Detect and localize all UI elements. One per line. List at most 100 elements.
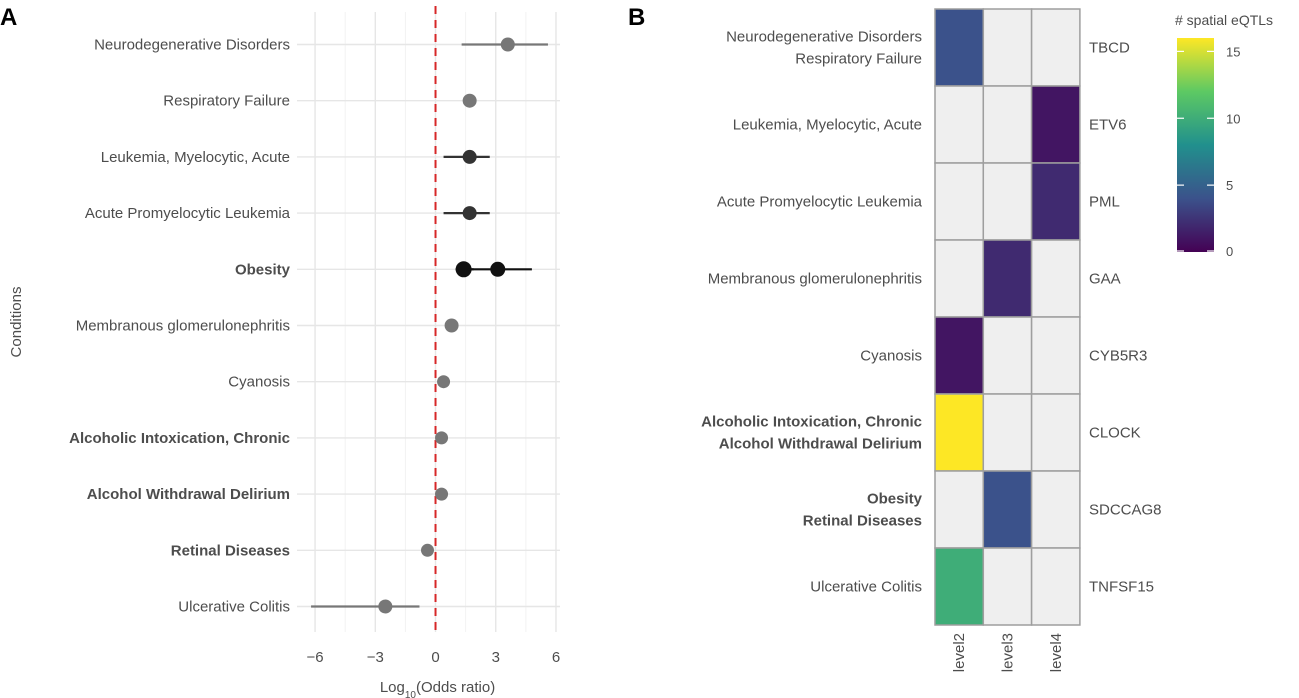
heatmap-cell-pml-level2 [934,162,985,241]
heatmap-cell-tnfsf15-level3 [982,547,1033,626]
heatmap-cell-clock-level2 [934,393,985,472]
heatmap-gene-label-gaa: GAA [1089,271,1121,288]
heatmap-cell-tbcd-level4 [1030,8,1081,87]
forest-condition-labels: Neurodegenerative Disorders Respiratory F… [69,37,291,616]
legend-colorbar [1177,38,1214,252]
heatmap-cell-tbcd-level3 [982,8,1033,87]
heatmap-cell-etv6-level4 [1030,85,1081,164]
forest-x-tick-label: −6 [307,649,324,666]
heatmap-cell-clock-level4 [1030,393,1081,472]
heatmap-condition-label-leukemia-myelocytic-acute: Leukemia, Myelocytic, Acute [733,117,922,134]
heatmap-gene-label-tbcd: TBCD [1089,40,1130,57]
forest-condition-label-leukemia-myelocytic-acute: Leukemia, Myelocytic, Acute [101,149,290,166]
forest-point-acute-promyelocytic-leukemia [462,206,477,221]
forest-x-tick-label: 6 [552,649,560,666]
heatmap-cells [934,8,1081,626]
heatmap-cell-tnfsf15-level4 [1030,547,1081,626]
forest-point-retinal-diseases [420,543,434,557]
forest-condition-label-neurodegenerative-disorders: Neurodegenerative Disorders [94,37,290,54]
forest-condition-label-obesity: Obesity [235,261,291,278]
forest-gridlines [297,12,560,632]
heatmap-cell-tbcd-level2 [934,8,985,87]
heatmap-column-label-level2: level2 [951,633,968,672]
heatmap-condition-label-ulcerative-colitis: Ulcerative Colitis [810,579,922,596]
heatmap-cell-pml-level3 [982,162,1033,241]
heatmap-cell-pml-level4 [1030,162,1081,241]
legend-tick-label: 10 [1226,111,1240,126]
forest-x-axis-title-rest: (Odds ratio) [416,679,495,696]
heatmap-gene-label-cyb5r3: CYB5R3 [1089,348,1147,365]
heatmap-condition-label-obesity: Obesity [867,491,923,508]
panel-label-b: B [628,4,645,31]
forest-point-alcoholic-intoxication-chronic [435,431,449,445]
heatmap-cell-gaa-level2 [934,239,985,318]
heatmap-cell-cyb5r3-level4 [1030,316,1081,395]
forest-condition-label-ulcerative-colitis: Ulcerative Colitis [178,599,290,616]
heatmap-condition-label-alcohol-withdrawal-delirium: Alcohol Withdrawal Delirium [719,436,922,453]
forest-point-alcohol-withdrawal-delirium [435,487,449,501]
heatmap-condition-label-alcoholic-intoxication-chronic: Alcoholic Intoxication, Chronic [701,414,922,431]
heatmap-gene-labels: TBCD ETV6 PML GAA CYB5R3 CLOCK SDCCAG8 TNFSF15 [1089,40,1162,596]
forest-x-axis-title: Log10(Odds ratio) [380,679,495,698]
heatmap-column-label-level3: level3 [999,633,1016,672]
forest-x-axis-title-sub: 10 [405,690,417,698]
heatmap-gene-label-pml: PML [1089,194,1120,211]
forest-x-tick-label: 0 [431,649,439,666]
forest-condition-label-respiratory-failure: Respiratory Failure [163,93,290,110]
forest-x-axis-title-base: Log [380,679,405,696]
forest-condition-label-alcohol-withdrawal-delirium: Alcohol Withdrawal Delirium [87,486,290,503]
forest-plot: Neurodegenerative Disorders Respiratory F… [8,6,560,698]
heatmap-condition-labels: Neurodegenerative Disorders Respiratory F… [701,29,923,596]
heatmap-cell-sdccag8-level3 [982,470,1033,549]
heatmap-condition-label-respiratory-failure: Respiratory Failure [795,51,922,68]
heatmap-gene-label-sdccag8: SDCCAG8 [1089,502,1162,519]
heatmap: Neurodegenerative Disorders Respiratory F… [701,8,1162,672]
heatmap-cell-etv6-level3 [982,85,1033,164]
heatmap-column-labels: level2 level3 level4 [951,633,1065,672]
forest-point-respiratory-failure [462,93,477,108]
forest-point-cyanosis [437,375,451,389]
forest-x-tick-label: −3 [367,649,384,666]
panel-label-a: A [0,4,17,31]
heatmap-condition-label-retinal-diseases: Retinal Diseases [803,513,922,530]
heatmap-cell-cyb5r3-level3 [982,316,1033,395]
heatmap-condition-label-acute-promyelocytic-leukemia: Acute Promyelocytic Leukemia [717,194,923,211]
heatmap-column-label-level4: level4 [1048,633,1065,672]
heatmap-condition-label-neurodegenerative-disorders: Neurodegenerative Disorders [726,29,922,46]
legend-ticks: 0 5 10 15 [1177,44,1240,259]
heatmap-gene-label-etv6: ETV6 [1089,117,1127,134]
heatmap-cell-sdccag8-level4 [1030,470,1081,549]
heatmap-gene-label-tnfsf15: TNFSF15 [1089,579,1154,596]
forest-point-obesity [490,261,506,277]
heatmap-gene-label-clock: CLOCK [1089,425,1141,442]
color-legend: # spatial eQTLs 0 5 10 15 [1175,12,1273,259]
heatmap-cell-gaa-level4 [1030,239,1081,318]
forest-point-membranous-glomerulonephritis [444,318,459,333]
forest-condition-label-cyanosis: Cyanosis [228,374,290,391]
heatmap-cell-clock-level3 [982,393,1033,472]
forest-condition-label-acute-promyelocytic-leukemia: Acute Promyelocytic Leukemia [85,205,291,222]
legend-tick-label: 0 [1226,244,1233,259]
heatmap-condition-label-membranous-glomerulonephritis: Membranous glomerulonephritis [708,271,922,288]
legend-tick-label: 5 [1226,178,1233,193]
forest-points [311,37,548,614]
forest-point-leukemia-myelocytic-acute [462,149,477,164]
heatmap-cell-cyb5r3-level2 [934,316,985,395]
forest-y-axis-title: Conditions [8,287,25,358]
forest-point-neurodegenerative-disorders [500,37,515,52]
forest-point-ulcerative-colitis [378,599,393,614]
legend-title: # spatial eQTLs [1175,12,1273,28]
heatmap-cell-gaa-level3 [982,239,1033,318]
forest-condition-label-alcoholic-intoxication-chronic: Alcoholic Intoxication, Chronic [69,430,290,447]
forest-condition-label-retinal-diseases: Retinal Diseases [171,542,290,559]
forest-condition-label-membranous-glomerulonephritis: Membranous glomerulonephritis [76,318,290,335]
legend-tick-label: 15 [1226,44,1240,59]
forest-point-obesity [455,261,472,278]
heatmap-condition-label-cyanosis: Cyanosis [860,348,922,365]
heatmap-cell-sdccag8-level2 [934,470,985,549]
heatmap-cell-tnfsf15-level2 [934,547,985,626]
forest-x-tick-label: 3 [492,649,500,666]
heatmap-cell-etv6-level2 [934,85,985,164]
forest-x-ticks: −6 −3 0 3 6 [307,649,561,666]
